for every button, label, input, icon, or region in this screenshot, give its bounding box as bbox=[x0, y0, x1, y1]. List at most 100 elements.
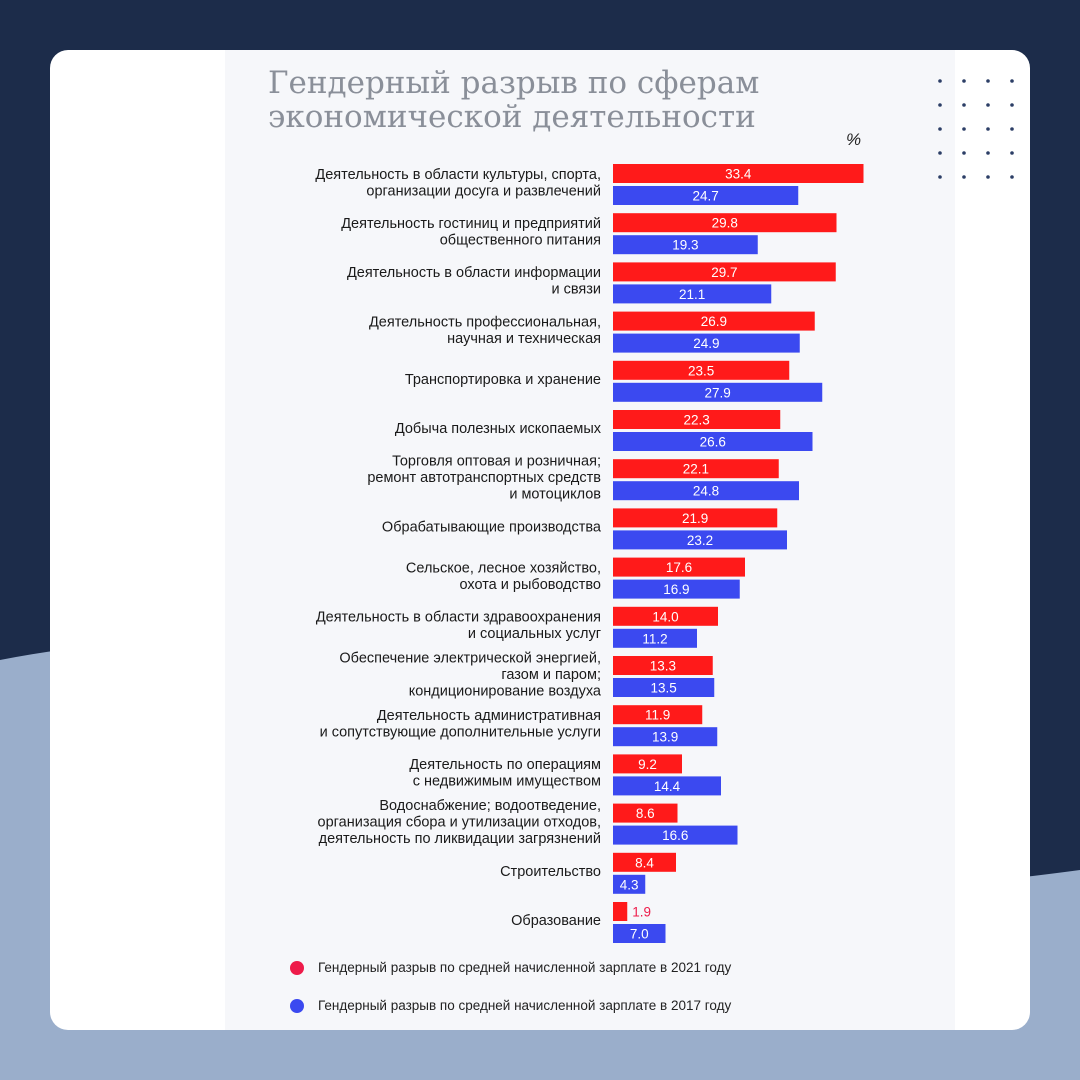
category-label-line: деятельность по ликвидации загрязнений bbox=[319, 831, 601, 847]
data-label-2021: 22.3 bbox=[683, 413, 709, 428]
bar-2017 bbox=[613, 235, 758, 255]
data-label-2021: 29.8 bbox=[712, 216, 738, 231]
data-label-2021: 1.9 bbox=[632, 905, 651, 920]
data-label-2021: 14.0 bbox=[652, 609, 678, 624]
bar-2017 bbox=[613, 284, 772, 304]
category-label-line: Торговля оптовая и розничная; bbox=[392, 454, 601, 470]
category-label: Водоснабжение; водоотведение, организация… bbox=[318, 798, 601, 847]
category-label-line: охота и рыбоводство bbox=[459, 577, 601, 593]
bar-2021 bbox=[613, 606, 718, 626]
bar-2017 bbox=[613, 924, 666, 943]
bar-2021 bbox=[613, 557, 745, 577]
decor-dot bbox=[1010, 79, 1014, 83]
data-label-2017: 11.2 bbox=[642, 631, 667, 646]
bar-2021 bbox=[613, 852, 676, 872]
category-label: Обеспечение электрической энергией, газом… bbox=[339, 651, 602, 700]
data-label-2017: 13.5 bbox=[650, 681, 676, 696]
data-label-2021: 21.9 bbox=[682, 511, 708, 526]
category-label: Деятельность административная и сопутству… bbox=[320, 708, 601, 741]
data-label-2017: 21.1 bbox=[679, 287, 705, 302]
bar-2017 bbox=[613, 432, 813, 451]
legend-marker-2021 bbox=[290, 960, 304, 975]
category-label-line: Транспортировка и хранение bbox=[405, 372, 601, 388]
chart-title-line-2: экономической деятельности bbox=[268, 99, 756, 135]
data-label-2021: 23.5 bbox=[688, 363, 714, 378]
bar-2021 bbox=[613, 705, 703, 725]
category-label-line: общественного питания bbox=[440, 232, 601, 248]
bar-2017 bbox=[613, 186, 799, 205]
category-label-line: Водоснабжение; водоотведение, bbox=[379, 798, 601, 814]
bar-2021 bbox=[613, 311, 815, 331]
category-label-line: научная и техническая bbox=[447, 331, 601, 347]
decor-dot bbox=[938, 127, 942, 131]
data-label-2017: 26.6 bbox=[700, 435, 726, 450]
bar-2017 bbox=[613, 579, 740, 599]
category-label-line: ремонт автотранспортных средств bbox=[367, 470, 601, 486]
data-label-2017: 24.7 bbox=[692, 189, 718, 204]
bar-2021 bbox=[613, 459, 779, 479]
legend-item-2021: Гендерный разрыв по средней начисленной … bbox=[290, 960, 910, 975]
data-label-2021: 8.4 bbox=[635, 855, 654, 870]
decor-dot bbox=[1010, 127, 1014, 131]
bar-2021 bbox=[613, 360, 790, 380]
decor-dot bbox=[938, 79, 942, 83]
data-label-2017: 14.4 bbox=[654, 779, 681, 794]
category-label: Деятельность гостиниц и предприятий общес… bbox=[341, 216, 601, 249]
legend-item-2017: Гендерный разрыв по средней начисленной … bbox=[290, 998, 910, 1013]
bar-2021 bbox=[613, 164, 864, 183]
decor-dot bbox=[986, 127, 990, 131]
category-label: Добыча полезных ископаемых bbox=[395, 421, 602, 437]
data-label-2017: 23.2 bbox=[687, 533, 713, 548]
category-label-line: Добыча полезных ископаемых bbox=[395, 421, 602, 437]
bar-2017 bbox=[613, 481, 799, 501]
data-label-2021: 17.6 bbox=[666, 560, 692, 575]
category-label-line: и связи bbox=[551, 282, 601, 298]
category-label-line: Строительство bbox=[500, 864, 601, 880]
data-label-2021: 11.9 bbox=[645, 708, 670, 723]
decor-dot bbox=[962, 103, 966, 107]
legend-label-2017: Гендерный разрыв по средней начисленной … bbox=[318, 998, 732, 1013]
category-label: Обрабатывающие производства bbox=[382, 519, 602, 535]
data-label-2021: 33.4 bbox=[725, 167, 752, 182]
bar-2017 bbox=[613, 727, 718, 747]
category-label-line: Деятельность в области культуры, спорта, bbox=[315, 167, 601, 183]
data-label-2021: 22.1 bbox=[683, 462, 709, 477]
category-label-line: с недвижимым имуществом bbox=[413, 774, 601, 790]
data-label-2021: 9.2 bbox=[638, 757, 657, 772]
bar-2017 bbox=[613, 628, 697, 648]
unit-label: % bbox=[846, 130, 862, 149]
category-label: Деятельность по операциям с недвижимым им… bbox=[409, 757, 601, 790]
data-label-2021: 8.6 bbox=[636, 806, 655, 821]
decor-dot bbox=[986, 103, 990, 107]
category-label-line: Деятельность в области информации bbox=[347, 265, 601, 281]
decor-dot bbox=[1010, 175, 1014, 179]
bar-2021 bbox=[613, 508, 778, 528]
decor-dot bbox=[986, 175, 990, 179]
decor-dot bbox=[962, 151, 966, 155]
data-label-2017: 13.9 bbox=[652, 730, 678, 745]
decor-dot bbox=[1010, 151, 1014, 155]
chart-title: Гендерный разрыв по сферам экономической… bbox=[268, 66, 828, 134]
category-label: Деятельность в области информации и связи bbox=[347, 265, 601, 298]
bar-2021 bbox=[613, 410, 781, 429]
data-label-2017: 16.9 bbox=[663, 582, 689, 597]
category-label-line: газом и паром; bbox=[501, 667, 601, 683]
bar-2017 bbox=[613, 382, 823, 402]
category-label: Деятельность в области культуры, спорта,… bbox=[315, 167, 601, 200]
category-label-line: организации досуга и развлечений bbox=[366, 183, 601, 199]
decor-dot bbox=[938, 175, 942, 179]
bar-2021 bbox=[613, 803, 678, 823]
bar-2021 bbox=[613, 656, 713, 675]
bar-2017 bbox=[613, 874, 646, 894]
data-label-2021: 13.3 bbox=[650, 659, 676, 674]
data-label-2021: 26.9 bbox=[701, 314, 727, 329]
data-label-2017: 24.8 bbox=[693, 484, 719, 499]
legend-label-2021: Гендерный разрыв по средней начисленной … bbox=[318, 960, 732, 975]
bar-2017 bbox=[613, 678, 715, 697]
legend-marker-2017 bbox=[290, 998, 304, 1013]
category-label-line: Обрабатывающие производства bbox=[382, 519, 602, 535]
data-label-2017: 4.3 bbox=[620, 877, 639, 892]
bar-2017 bbox=[613, 776, 721, 796]
bar-2021 bbox=[613, 262, 836, 282]
dot-grid-decoration bbox=[938, 79, 1014, 179]
